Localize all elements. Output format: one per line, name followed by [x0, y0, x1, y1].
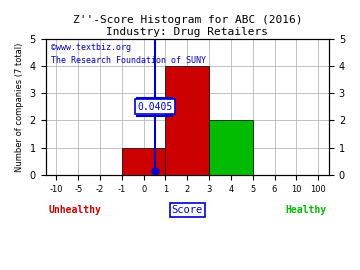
- Text: 0.0405: 0.0405: [137, 102, 172, 112]
- Bar: [166, 66, 209, 175]
- Text: Unhealthy: Unhealthy: [48, 205, 101, 215]
- Text: ©www.textbiz.org: ©www.textbiz.org: [51, 43, 131, 52]
- Text: The Research Foundation of SUNY: The Research Foundation of SUNY: [51, 56, 206, 65]
- Y-axis label: Number of companies (7 total): Number of companies (7 total): [15, 42, 24, 171]
- Bar: [122, 148, 166, 175]
- Text: Healthy: Healthy: [285, 205, 326, 215]
- Text: Score: Score: [172, 205, 203, 215]
- Title: Z''-Score Histogram for ABC (2016)
Industry: Drug Retailers: Z''-Score Histogram for ABC (2016) Indus…: [72, 15, 302, 37]
- Bar: [209, 120, 253, 175]
